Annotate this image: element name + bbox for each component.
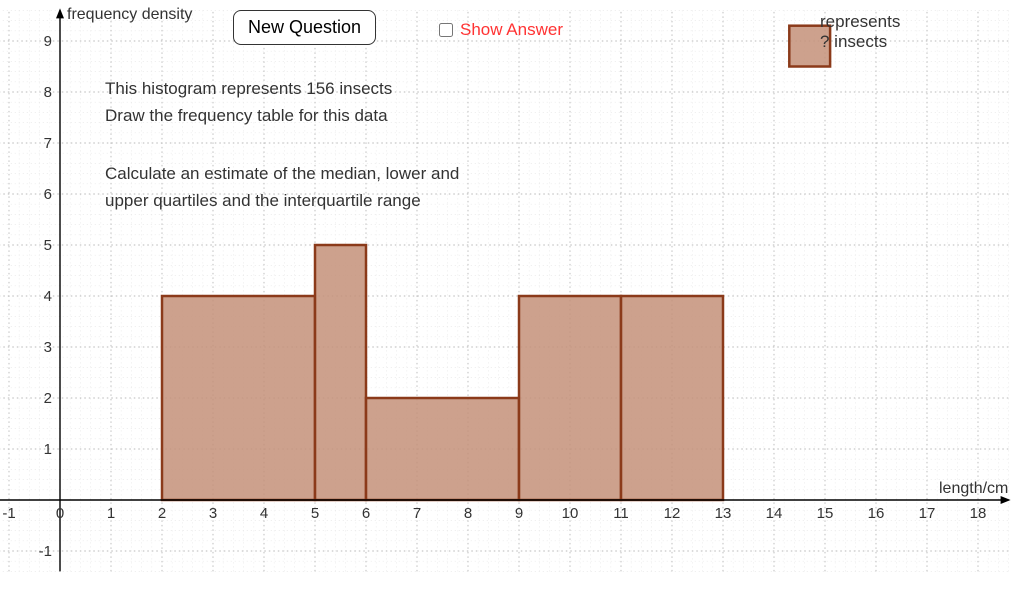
svg-text:17: 17 xyxy=(919,505,936,522)
svg-text:1: 1 xyxy=(107,505,115,522)
x-axis-label: length/cm xyxy=(939,480,1008,498)
svg-text:2: 2 xyxy=(44,390,52,407)
svg-text:7: 7 xyxy=(413,505,421,522)
svg-text:1: 1 xyxy=(44,441,52,458)
prompt-line1: This histogram represents 156 insects xyxy=(105,75,392,102)
show-answer-checkbox[interactable]: Show Answer xyxy=(435,20,563,40)
svg-text:5: 5 xyxy=(44,237,52,254)
svg-text:7: 7 xyxy=(44,135,52,152)
svg-text:8: 8 xyxy=(464,505,472,522)
show-answer-label: Show Answer xyxy=(460,20,563,40)
svg-text:-1: -1 xyxy=(2,505,15,522)
svg-text:18: 18 xyxy=(970,505,987,522)
svg-text:9: 9 xyxy=(515,505,523,522)
svg-text:6: 6 xyxy=(362,505,370,522)
svg-text:16: 16 xyxy=(868,505,885,522)
svg-text:4: 4 xyxy=(44,288,52,305)
svg-text:10: 10 xyxy=(562,505,579,522)
svg-text:11: 11 xyxy=(613,505,629,522)
legend-line2: ? insects xyxy=(820,32,900,52)
svg-text:14: 14 xyxy=(766,505,783,522)
svg-text:9: 9 xyxy=(44,33,52,50)
svg-text:8: 8 xyxy=(44,84,52,101)
prompt-block-1: This histogram represents 156 insects Dr… xyxy=(105,75,392,129)
svg-text:4: 4 xyxy=(260,505,268,522)
prompt-line4: upper quartiles and the interquartile ra… xyxy=(105,187,459,214)
new-question-button[interactable]: New Question xyxy=(233,10,376,45)
svg-text:0: 0 xyxy=(56,505,64,522)
svg-text:12: 12 xyxy=(664,505,681,522)
svg-text:13: 13 xyxy=(715,505,732,522)
legend-line1: represents xyxy=(820,12,900,32)
svg-text:2: 2 xyxy=(158,505,166,522)
y-axis-label: frequency density xyxy=(67,6,192,24)
prompt-line3: Calculate an estimate of the median, low… xyxy=(105,160,459,187)
svg-text:3: 3 xyxy=(209,505,217,522)
legend-text: represents ? insects xyxy=(820,12,900,52)
svg-text:15: 15 xyxy=(817,505,834,522)
svg-text:5: 5 xyxy=(311,505,319,522)
svg-text:-1: -1 xyxy=(39,543,52,560)
svg-text:6: 6 xyxy=(44,186,52,203)
prompt-line2: Draw the frequency table for this data xyxy=(105,102,392,129)
prompt-block-2: Calculate an estimate of the median, low… xyxy=(105,160,459,214)
svg-text:3: 3 xyxy=(44,339,52,356)
show-answer-input[interactable] xyxy=(439,23,453,37)
